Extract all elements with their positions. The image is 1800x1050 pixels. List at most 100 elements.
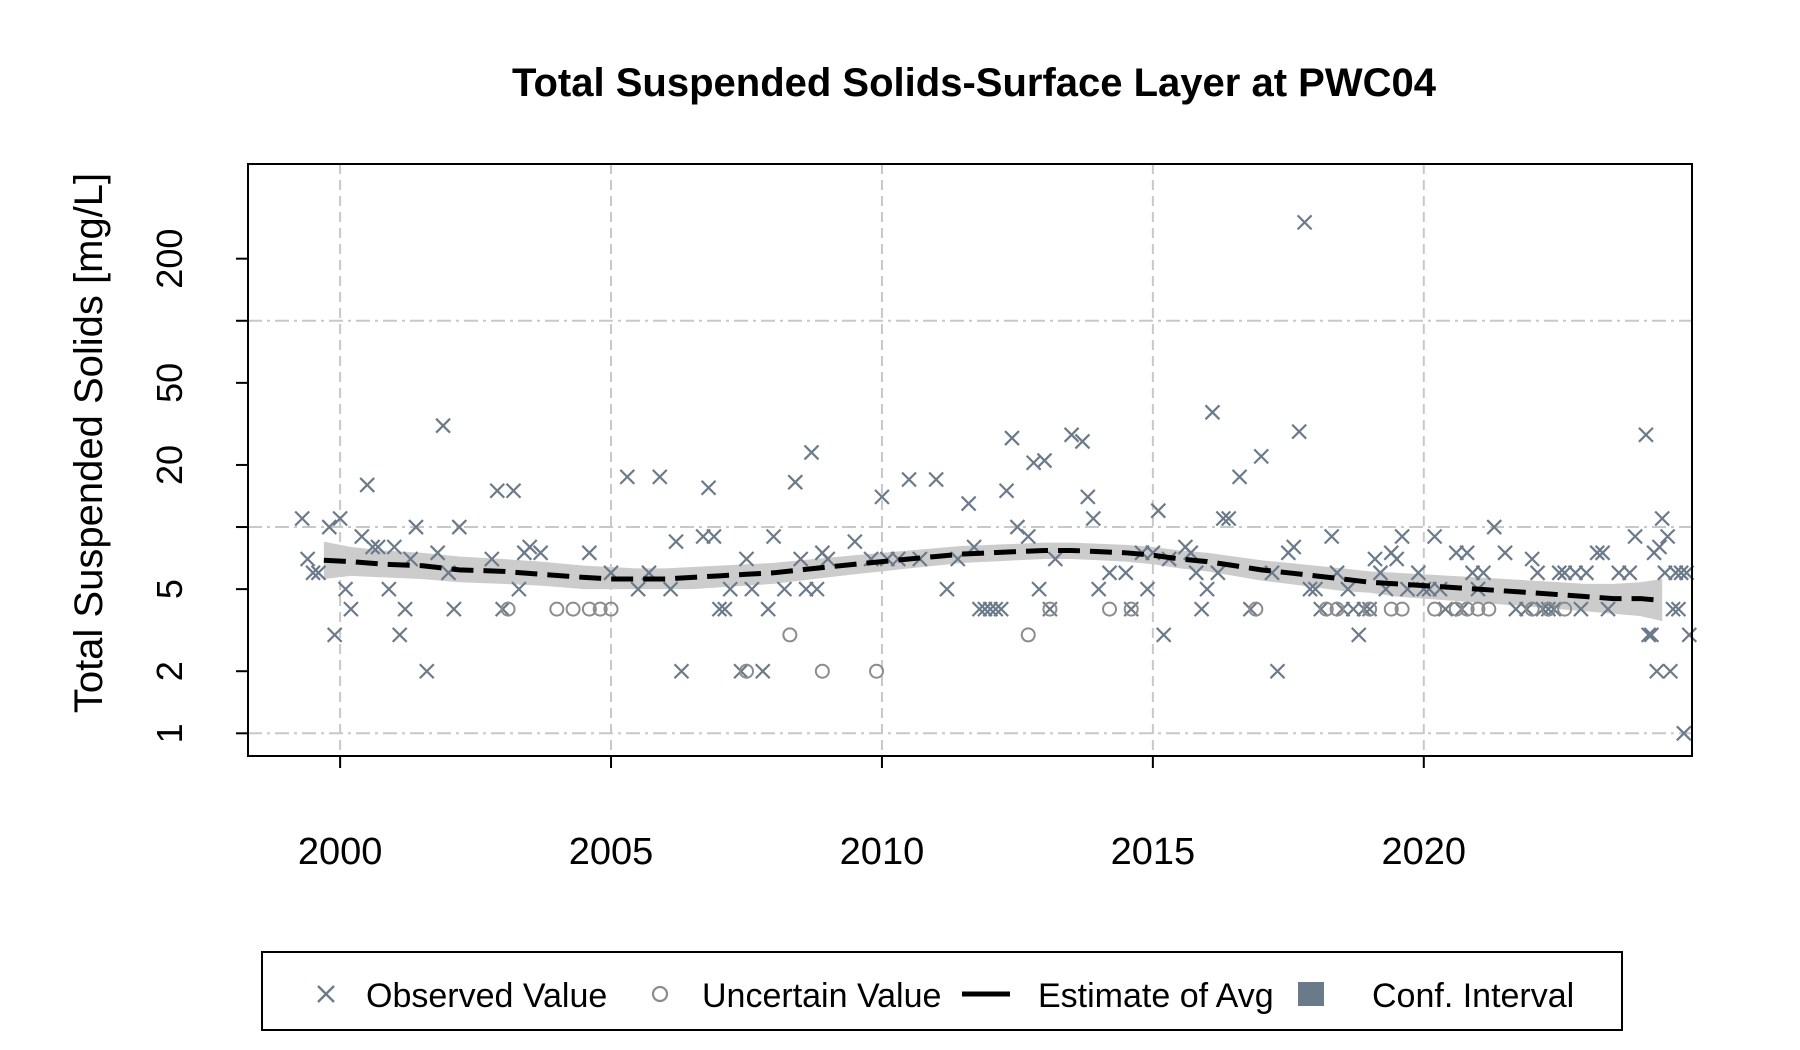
- observed-point: [1269, 663, 1286, 679]
- observed-point: [619, 469, 636, 485]
- grid: [248, 164, 1692, 756]
- observed-point: [652, 469, 668, 485]
- observed-point: [722, 581, 739, 597]
- observed-point: [1627, 528, 1643, 545]
- y-tick-label: 5: [149, 579, 190, 599]
- observed-point: [673, 663, 690, 679]
- x-tick-label: 2020: [1382, 831, 1467, 873]
- observed-point: [668, 533, 684, 550]
- uncertain-point: [1123, 601, 1139, 617]
- uncertain-point: [1362, 601, 1378, 617]
- uncertain-point: [1329, 601, 1345, 617]
- observed-point: [662, 581, 679, 597]
- observed-point: [370, 539, 386, 555]
- legend-box: [261, 951, 1623, 1031]
- observed-point: [733, 663, 749, 679]
- observed-point: [787, 474, 804, 490]
- observed-point: [809, 581, 825, 597]
- observed-point: [1367, 551, 1383, 567]
- observed-point: [901, 471, 917, 488]
- legend-label: Observed Value: [366, 977, 607, 1015]
- observed-point: [960, 495, 977, 512]
- observed-point: [630, 581, 646, 597]
- observed-point: [1670, 601, 1687, 617]
- observed-point: [847, 533, 863, 550]
- observed-points: [294, 214, 1698, 742]
- observed-point: [419, 663, 435, 679]
- observed-point: [1372, 565, 1389, 581]
- observed-point: [1193, 601, 1210, 617]
- y-tick-label: 200: [149, 229, 190, 289]
- observed-point: [776, 581, 793, 597]
- y-tick-label: 1: [149, 723, 190, 743]
- observed-point: [1047, 551, 1064, 567]
- observed-point: [397, 601, 413, 617]
- observed-point: [1662, 663, 1679, 679]
- observed-point: [711, 601, 728, 617]
- observed-point: [484, 551, 500, 567]
- observed-point: [511, 581, 527, 597]
- observed-point: [1643, 627, 1660, 643]
- observed-point: [1486, 519, 1503, 535]
- observed-point: [364, 539, 381, 555]
- uncertain-point: [1042, 601, 1058, 617]
- y-axis-label: Total Suspended Solids [mg/L]: [67, 173, 111, 713]
- observed-point: [1578, 565, 1595, 581]
- observed-point: [1651, 539, 1668, 555]
- observed-point: [1551, 565, 1568, 581]
- uncertain-point: [1318, 601, 1334, 617]
- observed-point: [1155, 627, 1172, 643]
- observed-point: [1031, 581, 1047, 597]
- observed-point: [1638, 427, 1654, 443]
- uncertain-point: [1481, 601, 1497, 617]
- observed-point: [1285, 539, 1302, 555]
- observed-point: [1199, 581, 1215, 597]
- uncertain-point: [565, 601, 581, 617]
- observed-point: [1307, 581, 1324, 597]
- observed-point: [429, 545, 446, 561]
- observed-point: [765, 528, 782, 545]
- observed-point: [1437, 601, 1454, 617]
- uncertain-point: [1020, 627, 1036, 643]
- observed-point: [1220, 510, 1237, 527]
- observed-point: [717, 601, 733, 617]
- uncertain-point: [1248, 601, 1264, 617]
- observed-point: [1600, 601, 1616, 617]
- observed-point: [700, 480, 717, 496]
- observed-point: [494, 601, 511, 617]
- observed-point: [993, 601, 1009, 617]
- observed-point: [1139, 581, 1156, 597]
- observed-point: [1296, 214, 1313, 231]
- observed-point: [890, 551, 906, 567]
- observed-point: [435, 417, 451, 434]
- uncertain-point: [1524, 601, 1540, 617]
- uncertain-point: [500, 601, 516, 617]
- uncertain-point: [603, 601, 619, 617]
- axes: 2000 2005 2010 2015 2020 1 2 5 20 50 200: [149, 163, 1693, 873]
- observed-point: [1020, 528, 1037, 545]
- y-tick-label: 50: [149, 363, 190, 403]
- observed-point: [581, 545, 598, 561]
- observed-point: [310, 565, 327, 581]
- observed-point: [1340, 581, 1356, 597]
- observed-point: [1313, 601, 1329, 617]
- chart-title: Total Suspended Solids-Surface Layer at …: [512, 61, 1437, 105]
- observed-point: [706, 528, 722, 545]
- observed-point: [1640, 627, 1657, 643]
- observed-point: [1459, 545, 1475, 561]
- observed-point: [1350, 627, 1367, 643]
- observed-point: [803, 444, 820, 461]
- observed-point: [928, 471, 944, 488]
- observed-point: [1621, 565, 1638, 581]
- observed-point: [326, 627, 343, 643]
- uncertain-point: [814, 663, 830, 679]
- observed-point: [754, 663, 771, 679]
- estimate-of-avg-line: [323, 547, 1663, 604]
- observed-point: [1090, 581, 1107, 597]
- observed-point: [408, 519, 424, 535]
- observed-point: [305, 565, 321, 581]
- uncertain-point: [869, 663, 885, 679]
- observed-point: [1475, 565, 1492, 581]
- uncertain-point: [1427, 601, 1443, 617]
- observed-point: [1080, 489, 1096, 505]
